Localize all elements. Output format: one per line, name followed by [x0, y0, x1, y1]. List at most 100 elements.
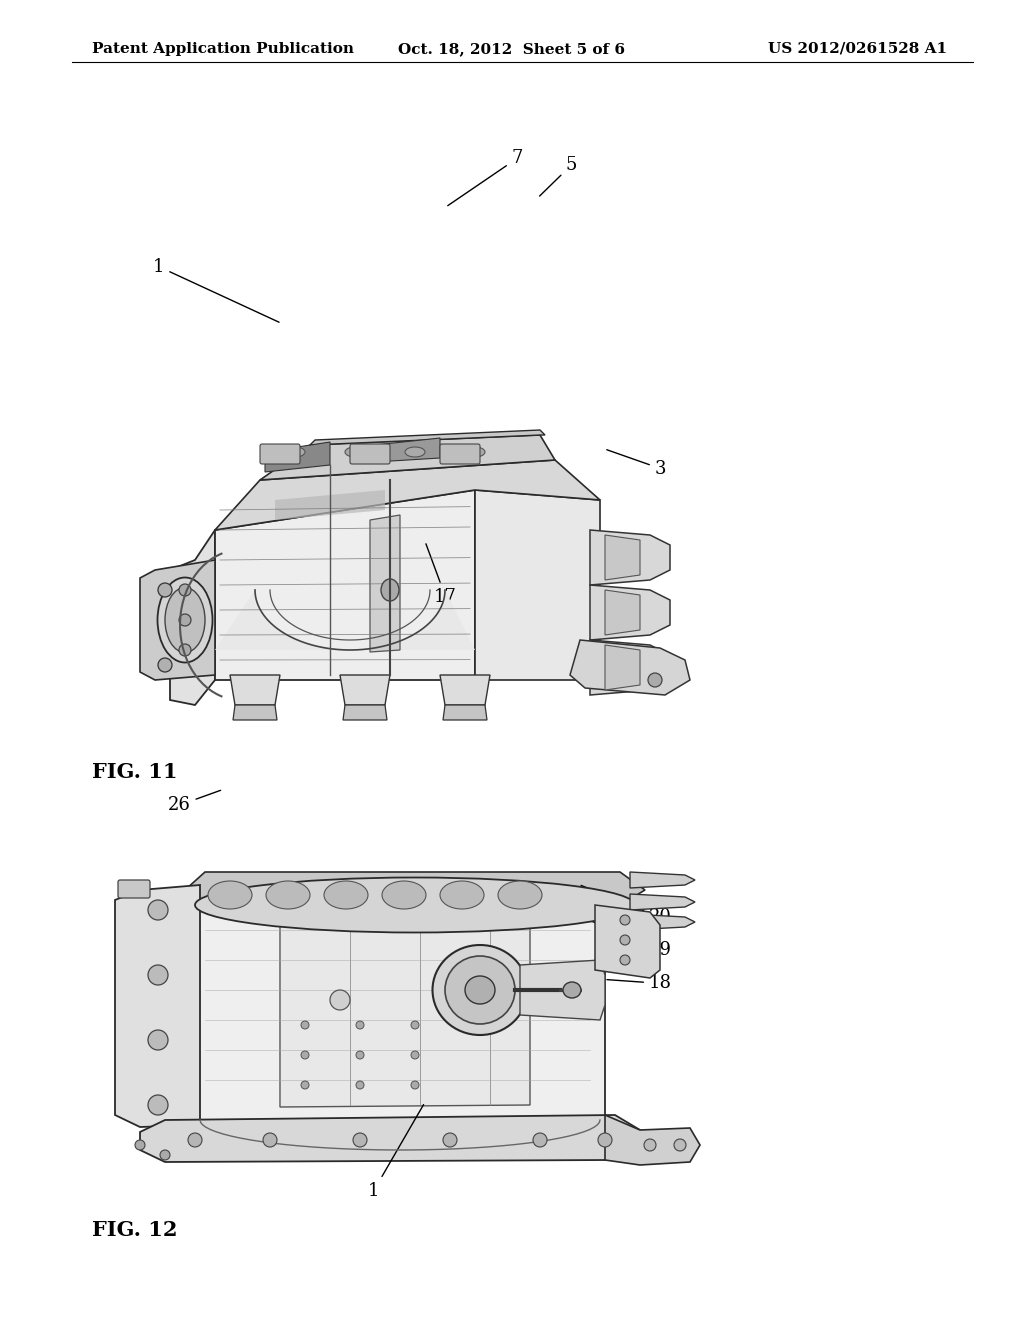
Text: 19: 19 [575, 915, 672, 960]
Ellipse shape [165, 587, 205, 652]
Text: 3: 3 [607, 450, 667, 478]
Polygon shape [443, 705, 487, 719]
Polygon shape [260, 436, 555, 480]
Circle shape [620, 915, 630, 925]
Polygon shape [605, 535, 640, 579]
Ellipse shape [324, 880, 368, 909]
Ellipse shape [208, 880, 252, 909]
Text: Patent Application Publication: Patent Application Publication [92, 42, 354, 55]
Circle shape [148, 900, 168, 920]
Polygon shape [215, 459, 600, 531]
Ellipse shape [382, 880, 426, 909]
Text: US 2012/0261528 A1: US 2012/0261528 A1 [768, 42, 947, 55]
Polygon shape [590, 585, 670, 640]
Circle shape [160, 1150, 170, 1160]
Ellipse shape [498, 880, 542, 909]
Ellipse shape [563, 982, 581, 998]
Circle shape [158, 583, 172, 597]
Ellipse shape [266, 880, 310, 909]
Polygon shape [275, 490, 385, 520]
Polygon shape [630, 913, 695, 931]
Circle shape [148, 1030, 168, 1049]
FancyBboxPatch shape [118, 880, 150, 898]
Ellipse shape [345, 447, 365, 457]
Polygon shape [140, 1115, 640, 1162]
Circle shape [179, 614, 191, 626]
Text: 26: 26 [168, 791, 220, 814]
Circle shape [301, 1081, 309, 1089]
Polygon shape [170, 531, 215, 705]
Circle shape [356, 1081, 364, 1089]
Circle shape [620, 935, 630, 945]
Text: FIG. 11: FIG. 11 [92, 762, 177, 783]
Polygon shape [590, 640, 670, 696]
FancyBboxPatch shape [350, 444, 390, 465]
Circle shape [135, 1140, 145, 1150]
Circle shape [179, 644, 191, 656]
Polygon shape [340, 675, 390, 705]
Circle shape [598, 1133, 612, 1147]
Circle shape [353, 1133, 367, 1147]
Circle shape [148, 965, 168, 985]
Circle shape [411, 1020, 419, 1030]
FancyBboxPatch shape [260, 444, 300, 465]
Ellipse shape [440, 880, 484, 909]
Polygon shape [520, 960, 605, 1020]
Text: 1: 1 [153, 257, 280, 322]
Circle shape [158, 657, 172, 672]
Polygon shape [590, 531, 670, 585]
Polygon shape [595, 906, 660, 978]
Text: 17: 17 [426, 544, 457, 606]
Polygon shape [343, 705, 387, 719]
Circle shape [443, 1133, 457, 1147]
Ellipse shape [158, 578, 213, 663]
Circle shape [674, 1139, 686, 1151]
Polygon shape [310, 430, 545, 445]
Ellipse shape [445, 956, 515, 1024]
Ellipse shape [285, 447, 305, 457]
Circle shape [534, 1133, 547, 1147]
Polygon shape [440, 675, 490, 705]
Circle shape [330, 990, 350, 1010]
Circle shape [356, 1020, 364, 1030]
Polygon shape [215, 590, 475, 649]
Polygon shape [375, 438, 440, 462]
Polygon shape [630, 894, 695, 909]
Polygon shape [605, 1115, 700, 1166]
Circle shape [411, 1081, 419, 1089]
Ellipse shape [195, 878, 635, 932]
Polygon shape [570, 640, 690, 696]
Circle shape [644, 1139, 656, 1151]
Circle shape [620, 954, 630, 965]
Text: 5: 5 [540, 156, 578, 197]
Polygon shape [605, 590, 640, 635]
Polygon shape [115, 884, 200, 1127]
Ellipse shape [381, 579, 399, 601]
Circle shape [179, 583, 191, 597]
Circle shape [356, 1051, 364, 1059]
Ellipse shape [465, 447, 485, 457]
Polygon shape [215, 490, 475, 680]
Circle shape [148, 1096, 168, 1115]
FancyBboxPatch shape [440, 444, 480, 465]
Ellipse shape [465, 975, 495, 1005]
Text: 20: 20 [582, 886, 672, 927]
Circle shape [301, 1051, 309, 1059]
Polygon shape [185, 873, 645, 906]
Polygon shape [370, 515, 400, 652]
Polygon shape [233, 705, 278, 719]
Polygon shape [140, 560, 215, 680]
Circle shape [648, 673, 662, 686]
Ellipse shape [432, 945, 527, 1035]
Text: FIG. 12: FIG. 12 [92, 1220, 177, 1241]
Polygon shape [630, 873, 695, 888]
Circle shape [301, 1020, 309, 1030]
Text: 7: 7 [447, 149, 523, 206]
Polygon shape [605, 645, 640, 690]
Text: 18: 18 [607, 974, 672, 993]
Circle shape [411, 1051, 419, 1059]
Circle shape [188, 1133, 202, 1147]
Polygon shape [230, 675, 280, 705]
Polygon shape [280, 908, 530, 1107]
Polygon shape [265, 442, 330, 473]
